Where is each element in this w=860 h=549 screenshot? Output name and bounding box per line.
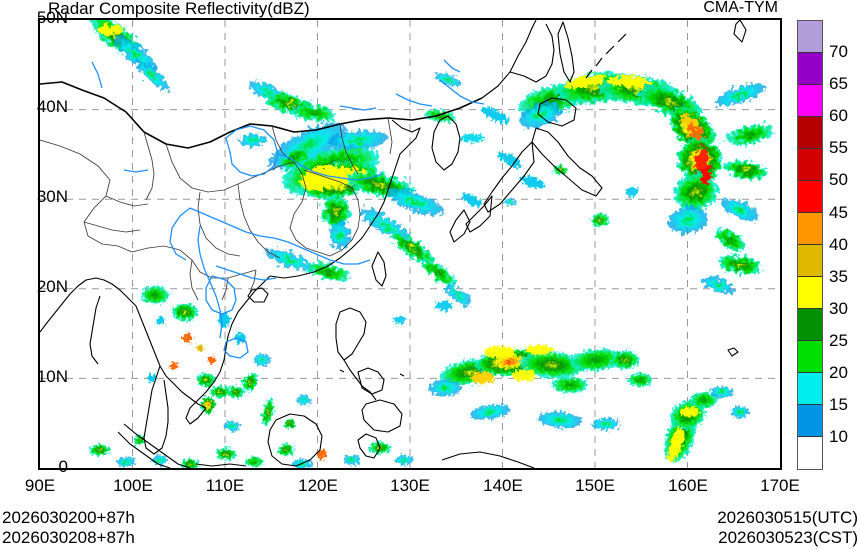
coastline-layer [40, 20, 747, 468]
colorbar-tick-55: 55 [829, 138, 848, 157]
colorbar-band-40-45 [798, 213, 822, 245]
x-axis-tick-160e: 160E [668, 476, 708, 495]
border-layer [40, 117, 393, 301]
colorbar-band-10 [798, 437, 822, 469]
x-axis-tick-150e: 150E [575, 476, 615, 495]
colorbar-band-10-15 [798, 405, 822, 437]
colorbar-tick-50: 50 [829, 170, 848, 189]
map-plot-area [38, 18, 782, 470]
river-layer [91, 59, 485, 359]
colorbar-band-60-65 [798, 85, 822, 117]
colorbar-tick-65: 65 [829, 74, 848, 93]
colorbar-band-70 [798, 21, 822, 53]
colorbar-band-65-70 [798, 53, 822, 85]
colorbar-tick-25: 25 [829, 331, 848, 350]
colorbar-band-20-25 [798, 341, 822, 373]
colorbar-tick-45: 45 [829, 203, 848, 222]
y-axis-tick-20n: 20N [36, 277, 68, 296]
footer-init-cst: 2026030208+87h [2, 528, 135, 547]
map-canvas [40, 20, 780, 468]
footer-init-utc: 2026030200+87h [2, 508, 135, 527]
x-axis-tick-170e: 170E [760, 476, 800, 495]
colorbar-tick-40: 40 [829, 235, 848, 254]
colorbar [797, 20, 823, 470]
footer-valid-utc: 2026030515(UTC) [717, 508, 858, 527]
colorbar-band-50-55 [798, 149, 822, 181]
colorbar-tick-70: 70 [829, 42, 848, 61]
x-axis-tick-110e: 110E [205, 476, 245, 495]
colorbar-tick-20: 20 [829, 363, 848, 382]
x-axis-tick-140e: 140E [483, 476, 523, 495]
colorbar-band-45-50 [798, 181, 822, 213]
x-axis-tick-100e: 100E [113, 476, 153, 495]
x-axis-tick-90e: 90E [24, 476, 56, 495]
colorbar-band-30-35 [798, 277, 822, 309]
y-axis-tick-50n: 50N [36, 8, 68, 27]
colorbar-tick-30: 30 [829, 299, 848, 318]
colorbar-tick-35: 35 [829, 267, 848, 286]
colorbar-tick-10: 10 [829, 427, 848, 446]
x-axis-tick-130e: 130E [390, 476, 430, 495]
y-axis-tick-0: 0 [58, 457, 68, 476]
colorbar-band-25-30 [798, 309, 822, 341]
colorbar-band-35-40 [798, 245, 822, 277]
y-axis-tick-30n: 30N [36, 187, 68, 206]
y-axis-tick-40n: 40N [36, 97, 68, 116]
model-tag: CMA-TYM [703, 0, 778, 16]
colorbar-tick-60: 60 [829, 106, 848, 125]
colorbar-band-15-20 [798, 373, 822, 405]
footer-valid-cst: 2026030523(CST) [718, 528, 858, 547]
y-axis-tick-10n: 10N [36, 367, 68, 386]
page-title: Radar Composite Reflectivity(dBZ) [48, 0, 310, 18]
x-axis-tick-120e: 120E [298, 476, 338, 495]
colorbar-tick-15: 15 [829, 395, 848, 414]
radar-echo-layer [90, 20, 774, 468]
colorbar-band-55-60 [798, 117, 822, 149]
